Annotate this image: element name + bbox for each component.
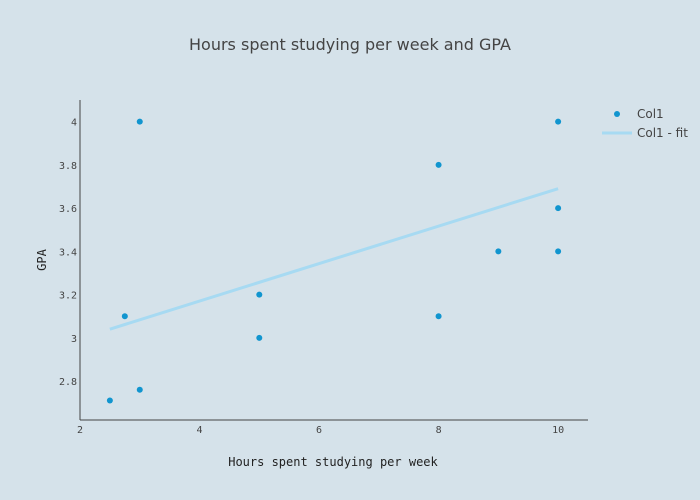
y-tick-label: 4	[71, 118, 77, 129]
data-point	[555, 118, 562, 125]
data-point	[136, 386, 143, 393]
y-axis-label: GPA	[35, 248, 49, 270]
x-tick-label: 4	[197, 425, 203, 436]
y-axis-ticks: 2.8 3 3.2 3.4 3.6 3.8 4	[59, 118, 77, 388]
data-point	[121, 313, 128, 320]
data-point	[555, 248, 562, 255]
x-tick-label: 2	[77, 425, 83, 436]
y-tick-label: 3.8	[59, 161, 77, 172]
data-point	[495, 248, 502, 255]
legend-label-col1-fit: Col1 - fit	[637, 126, 688, 140]
plot-area: 2 4 6 8 10 2.8 3 3.2 3.4 3.6 3.8 4	[59, 100, 588, 436]
legend-marker-col1	[614, 111, 620, 117]
data-point	[435, 313, 442, 320]
data-point	[136, 118, 143, 125]
y-tick-label: 3.6	[59, 204, 77, 215]
y-tick-label: 2.8	[59, 377, 77, 388]
legend[interactable]: Col1 Col1 - fit	[602, 107, 688, 140]
y-tick-label: 3.2	[59, 291, 77, 302]
data-point	[256, 334, 263, 341]
x-axis-label: Hours spent studying per week	[228, 455, 438, 469]
y-tick-label: 3	[71, 334, 77, 345]
data-points	[106, 118, 562, 404]
chart-title: Hours spent studying per week and GPA	[189, 35, 511, 54]
legend-label-col1: Col1	[637, 107, 664, 121]
fit-lines	[109, 187, 559, 331]
data-point	[256, 291, 263, 298]
x-tick-label: 8	[436, 425, 442, 436]
y-tick-label: 3.4	[59, 247, 77, 258]
x-axis-ticks: 2 4 6 8 10	[77, 425, 564, 436]
x-tick-label: 10	[552, 425, 564, 436]
legend-item-col1[interactable]: Col1	[614, 107, 664, 121]
data-point	[555, 205, 562, 212]
data-point	[435, 161, 442, 168]
fit-line	[109, 187, 559, 331]
data-point	[106, 397, 113, 404]
x-tick-label: 6	[316, 425, 322, 436]
legend-item-col1-fit[interactable]: Col1 - fit	[602, 126, 688, 140]
